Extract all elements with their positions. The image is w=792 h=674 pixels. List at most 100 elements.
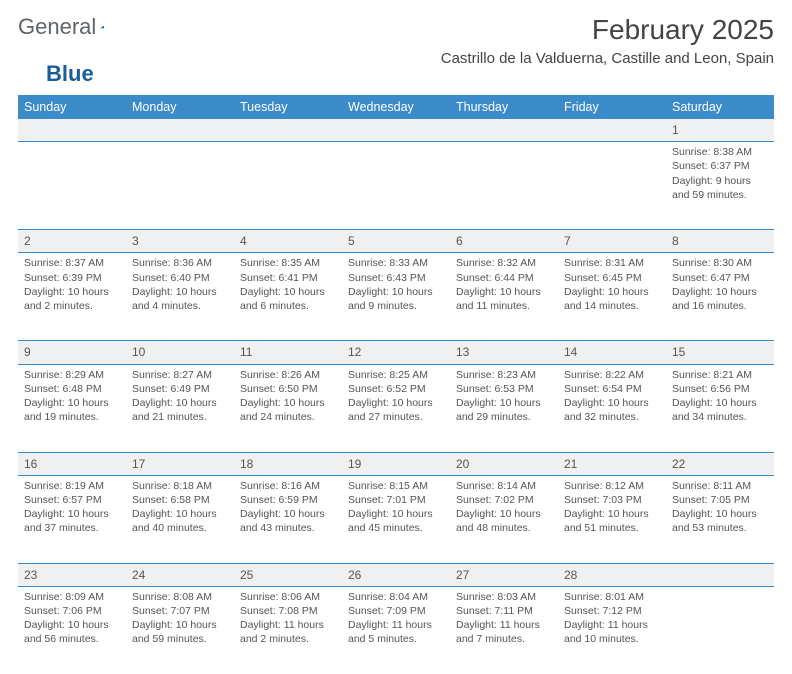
day-detail-cell: Sunrise: 8:04 AMSunset: 7:09 PMDaylight:… xyxy=(342,586,450,674)
day-number-row: 9101112131415 xyxy=(18,341,774,364)
daylight-line: Daylight: 10 hours and 27 minutes. xyxy=(348,396,444,424)
sunrise-line: Sunrise: 8:21 AM xyxy=(672,368,768,382)
daylight-line: Daylight: 10 hours and 6 minutes. xyxy=(240,285,336,313)
day-detail-cell: Sunrise: 8:09 AMSunset: 7:06 PMDaylight:… xyxy=(18,586,126,674)
sunset-line: Sunset: 6:37 PM xyxy=(672,159,768,173)
header-bar: General February 2025 Castrillo de la Va… xyxy=(18,14,774,67)
sunset-line: Sunset: 7:07 PM xyxy=(132,604,228,618)
month-title: February 2025 xyxy=(441,14,774,46)
daylight-line: Daylight: 10 hours and 51 minutes. xyxy=(564,507,660,535)
day-detail-cell: Sunrise: 8:25 AMSunset: 6:52 PMDaylight:… xyxy=(342,364,450,452)
sunset-line: Sunset: 6:57 PM xyxy=(24,493,120,507)
sunset-line: Sunset: 6:45 PM xyxy=(564,271,660,285)
day-detail-cell xyxy=(342,142,450,230)
day-detail-cell: Sunrise: 8:35 AMSunset: 6:41 PMDaylight:… xyxy=(234,253,342,341)
daylight-line: Daylight: 10 hours and 11 minutes. xyxy=(456,285,552,313)
day-number-cell: 18 xyxy=(234,452,342,475)
day-number-cell: 3 xyxy=(126,230,234,253)
sunset-line: Sunset: 7:01 PM xyxy=(348,493,444,507)
sunrise-line: Sunrise: 8:23 AM xyxy=(456,368,552,382)
day-detail-cell: Sunrise: 8:22 AMSunset: 6:54 PMDaylight:… xyxy=(558,364,666,452)
daylight-line: Daylight: 10 hours and 32 minutes. xyxy=(564,396,660,424)
sunrise-line: Sunrise: 8:15 AM xyxy=(348,479,444,493)
day-number-cell: 10 xyxy=(126,341,234,364)
day-number-row: 16171819202122 xyxy=(18,452,774,475)
day-number-cell: 23 xyxy=(18,563,126,586)
day-detail-cell: Sunrise: 8:32 AMSunset: 6:44 PMDaylight:… xyxy=(450,253,558,341)
daylight-line: Daylight: 10 hours and 40 minutes. xyxy=(132,507,228,535)
brand-triangle-icon xyxy=(100,18,104,36)
day-number-cell xyxy=(126,119,234,142)
daylight-line: Daylight: 11 hours and 10 minutes. xyxy=(564,618,660,646)
day-detail-cell xyxy=(666,586,774,674)
sunset-line: Sunset: 7:08 PM xyxy=(240,604,336,618)
daylight-line: Daylight: 10 hours and 56 minutes. xyxy=(24,618,120,646)
day-number-cell: 4 xyxy=(234,230,342,253)
day-detail-cell: Sunrise: 8:06 AMSunset: 7:08 PMDaylight:… xyxy=(234,586,342,674)
sunrise-line: Sunrise: 8:33 AM xyxy=(348,256,444,270)
daylight-line: Daylight: 10 hours and 4 minutes. xyxy=(132,285,228,313)
day-detail-cell: Sunrise: 8:31 AMSunset: 6:45 PMDaylight:… xyxy=(558,253,666,341)
sunset-line: Sunset: 6:58 PM xyxy=(132,493,228,507)
sunrise-line: Sunrise: 8:37 AM xyxy=(24,256,120,270)
sunset-line: Sunset: 6:56 PM xyxy=(672,382,768,396)
day-number-cell: 14 xyxy=(558,341,666,364)
weekday-header: Tuesday xyxy=(234,95,342,119)
sunset-line: Sunset: 6:40 PM xyxy=(132,271,228,285)
day-detail-cell: Sunrise: 8:29 AMSunset: 6:48 PMDaylight:… xyxy=(18,364,126,452)
day-detail-cell: Sunrise: 8:15 AMSunset: 7:01 PMDaylight:… xyxy=(342,475,450,563)
brand-part2: Blue xyxy=(46,61,94,86)
sunrise-line: Sunrise: 8:29 AM xyxy=(24,368,120,382)
day-detail-cell xyxy=(126,142,234,230)
day-detail-cell: Sunrise: 8:27 AMSunset: 6:49 PMDaylight:… xyxy=(126,364,234,452)
day-detail-cell: Sunrise: 8:12 AMSunset: 7:03 PMDaylight:… xyxy=(558,475,666,563)
sunrise-line: Sunrise: 8:03 AM xyxy=(456,590,552,604)
day-detail-cell: Sunrise: 8:01 AMSunset: 7:12 PMDaylight:… xyxy=(558,586,666,674)
sunrise-line: Sunrise: 8:26 AM xyxy=(240,368,336,382)
day-detail-cell xyxy=(450,142,558,230)
day-number-cell: 1 xyxy=(666,119,774,142)
day-detail-cell: Sunrise: 8:38 AMSunset: 6:37 PMDaylight:… xyxy=(666,142,774,230)
day-detail-cell: Sunrise: 8:37 AMSunset: 6:39 PMDaylight:… xyxy=(18,253,126,341)
sunrise-line: Sunrise: 8:09 AM xyxy=(24,590,120,604)
weekday-header: Monday xyxy=(126,95,234,119)
daylight-line: Daylight: 10 hours and 53 minutes. xyxy=(672,507,768,535)
sunrise-line: Sunrise: 8:12 AM xyxy=(564,479,660,493)
day-number-cell: 22 xyxy=(666,452,774,475)
day-detail-cell: Sunrise: 8:26 AMSunset: 6:50 PMDaylight:… xyxy=(234,364,342,452)
sunrise-line: Sunrise: 8:38 AM xyxy=(672,145,768,159)
day-detail-row: Sunrise: 8:19 AMSunset: 6:57 PMDaylight:… xyxy=(18,475,774,563)
daylight-line: Daylight: 10 hours and 59 minutes. xyxy=(132,618,228,646)
day-number-cell: 19 xyxy=(342,452,450,475)
day-number-cell xyxy=(234,119,342,142)
daylight-line: Daylight: 10 hours and 45 minutes. xyxy=(348,507,444,535)
sunrise-line: Sunrise: 8:32 AM xyxy=(456,256,552,270)
calendar-header-row: SundayMondayTuesdayWednesdayThursdayFrid… xyxy=(18,95,774,119)
day-number-cell: 13 xyxy=(450,341,558,364)
day-number-cell: 28 xyxy=(558,563,666,586)
day-number-cell xyxy=(558,119,666,142)
day-number-cell: 9 xyxy=(18,341,126,364)
sunrise-line: Sunrise: 8:16 AM xyxy=(240,479,336,493)
day-detail-cell: Sunrise: 8:03 AMSunset: 7:11 PMDaylight:… xyxy=(450,586,558,674)
day-number-cell xyxy=(450,119,558,142)
weekday-header: Wednesday xyxy=(342,95,450,119)
sunset-line: Sunset: 6:39 PM xyxy=(24,271,120,285)
day-number-row: 2345678 xyxy=(18,230,774,253)
sunset-line: Sunset: 7:03 PM xyxy=(564,493,660,507)
day-detail-row: Sunrise: 8:29 AMSunset: 6:48 PMDaylight:… xyxy=(18,364,774,452)
day-detail-cell: Sunrise: 8:08 AMSunset: 7:07 PMDaylight:… xyxy=(126,586,234,674)
day-detail-cell xyxy=(18,142,126,230)
daylight-line: Daylight: 10 hours and 43 minutes. xyxy=(240,507,336,535)
location-subtitle: Castrillo de la Valduerna, Castille and … xyxy=(441,50,774,67)
day-detail-cell: Sunrise: 8:30 AMSunset: 6:47 PMDaylight:… xyxy=(666,253,774,341)
day-number-cell: 24 xyxy=(126,563,234,586)
day-detail-cell: Sunrise: 8:33 AMSunset: 6:43 PMDaylight:… xyxy=(342,253,450,341)
daylight-line: Daylight: 11 hours and 2 minutes. xyxy=(240,618,336,646)
day-number-cell xyxy=(342,119,450,142)
daylight-line: Daylight: 11 hours and 5 minutes. xyxy=(348,618,444,646)
day-number-cell: 26 xyxy=(342,563,450,586)
sunset-line: Sunset: 6:43 PM xyxy=(348,271,444,285)
day-number-cell: 15 xyxy=(666,341,774,364)
day-detail-row: Sunrise: 8:38 AMSunset: 6:37 PMDaylight:… xyxy=(18,142,774,230)
